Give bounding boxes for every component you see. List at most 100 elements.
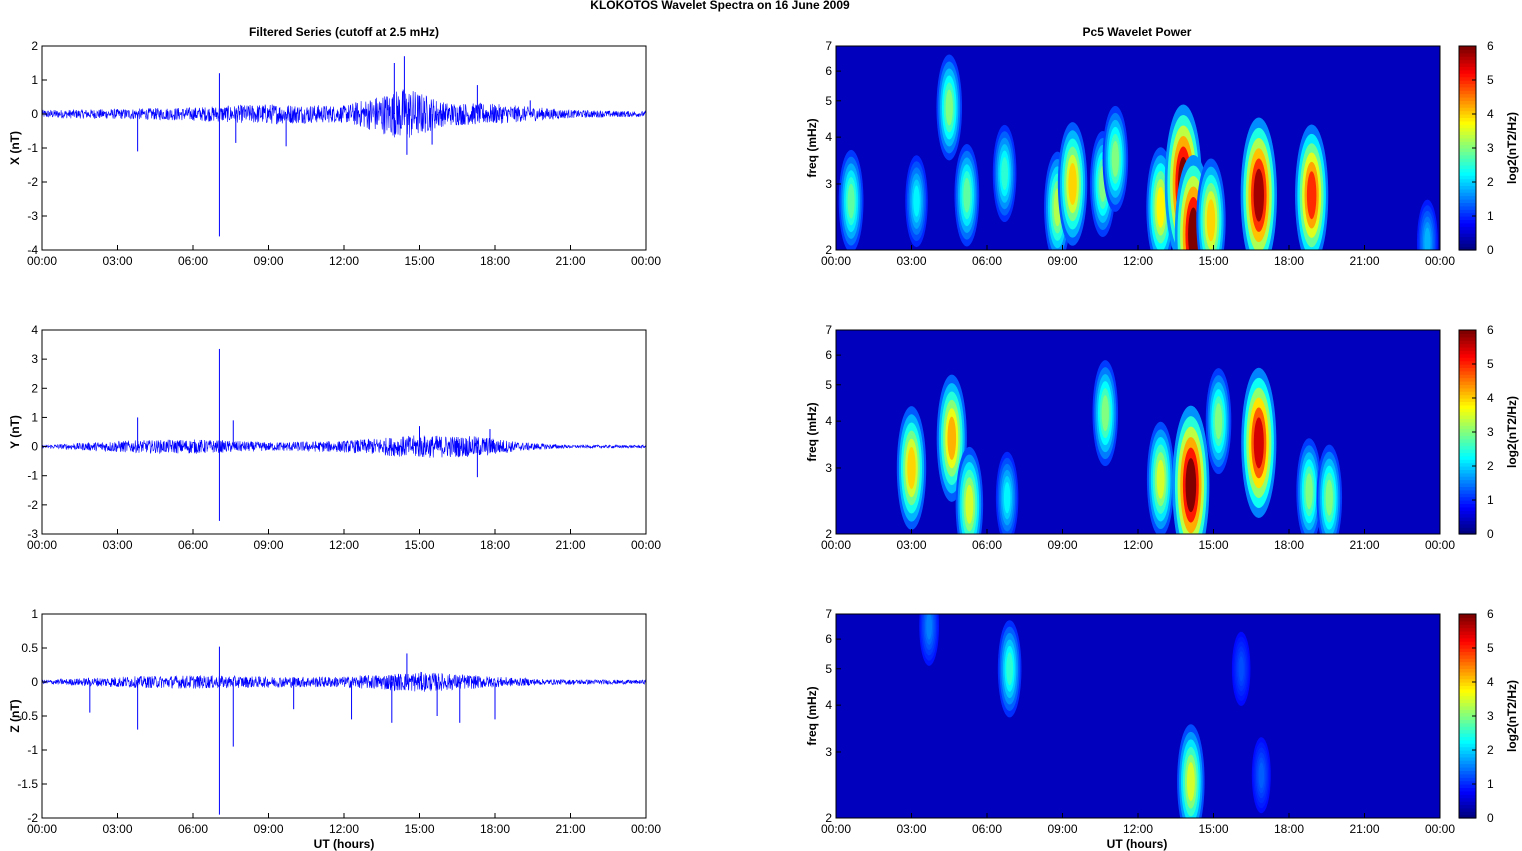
x-tick-label: 03:00 [102,254,132,268]
y-tick-label: 7 [825,607,832,621]
colorbar-segment [1459,804,1476,809]
colorbar-segment [1459,688,1476,693]
y-tick-label: -0.5 [17,709,38,723]
colorbar-label: log2(nT2/Hz) [1505,112,1519,184]
x-tick-label: 06:00 [178,538,208,552]
x-tick-label: 18:00 [1274,822,1304,836]
colorbar-tick-label: 5 [1487,357,1494,371]
colorbar-segment [1459,134,1476,139]
power-blob-15 [1306,171,1317,220]
power-blob-2 [913,185,920,217]
colorbar-segment [1459,350,1476,355]
x-tick-label: 03:00 [896,538,926,552]
spectrum-panel-2: 7 6 5 4 3 2 freq (mHz) 6 5 4 3 2 1 0 log2(nT2/Hz) 00:00… [805,323,1519,552]
colorbar-segment [1459,408,1476,413]
colorbar-segment [1459,428,1476,433]
colorbar-segment [1459,347,1476,351]
x-tick-label: 03:00 [102,538,132,552]
colorbar-segment [1459,476,1476,481]
colorbar-segment [1459,165,1476,169]
y-tick-label: 2 [31,381,38,395]
colorbar-segment [1459,219,1476,224]
y-tick-label: 3 [825,177,832,191]
colorbar-segment [1459,709,1476,714]
colorbar-segment [1459,682,1476,686]
colorbar-segment [1459,387,1476,392]
y-tick-label: 4 [825,414,832,428]
colorbar-segment [1459,239,1476,244]
colorbar-segment [1459,418,1476,423]
colorbar-segment [1459,360,1476,365]
colorbar-tick-label: 4 [1487,391,1494,405]
colorbar-tick-label: 1 [1487,493,1494,507]
x-tick-label: 06:00 [178,822,208,836]
x-tick-label: 00:00 [631,822,661,836]
power-blob-6 [1156,459,1165,499]
suptitle: KLOKOTOS Wavelet Spectra on 16 June 2009 [590,0,850,12]
y-tick-label: -1 [27,743,38,757]
colorbar-segment [1459,73,1476,78]
colorbar-segment [1459,343,1476,348]
colorbar-segment [1459,705,1476,710]
y-tick-label: -3 [27,527,38,541]
colorbar-segment [1459,449,1476,453]
power-blob-1 [926,614,932,640]
signal-trace [41,89,647,138]
left-title: Filtered Series (cutoff at 2.5 mHz) [249,25,439,39]
x-tick-label: 21:00 [1349,822,1379,836]
colorbar-segment [1459,333,1476,338]
power-blobs [896,360,1343,534]
power-blob-7 [1185,458,1197,513]
x-tick-label: 12:00 [1123,254,1153,268]
colorbar-segment [1459,692,1476,697]
x-tick-label: 21:00 [555,822,585,836]
colorbar-segment [1459,801,1476,805]
colorbar-tick-label: 3 [1487,425,1494,439]
colorbar-segment [1459,469,1476,474]
y-axis-label: X (nT) [8,131,22,165]
colorbar-segment [1459,617,1476,622]
colorbar-segment [1459,527,1476,532]
colorbar-tick-label: 6 [1487,39,1494,53]
colorbar-segment [1459,513,1476,518]
colorbar-segment [1459,199,1476,203]
y-tick-label: 6 [825,632,832,646]
x-tick-label: 21:00 [1349,538,1379,552]
x-tick-label: 15:00 [404,254,434,268]
x-tick-label: 09:00 [253,538,283,552]
power-blob-4 [1238,656,1244,682]
series-panel-1: 2 1 0 -1 -2 -3 -4 X (nT) 00:00 03:00 06:00 09:00 12:… [8,39,661,268]
colorbar-segment [1459,384,1476,389]
colorbar-segment [1459,665,1476,669]
colorbar-segment [1459,243,1476,248]
colorbar-segment [1459,784,1476,788]
colorbar-segment [1459,421,1476,426]
colorbar-segment [1459,496,1476,501]
y-tick-label: 0.5 [21,641,38,655]
colorbar-segment [1459,438,1476,443]
colorbar-segment [1459,63,1476,67]
y-tick-label: 3 [825,461,832,475]
colorbar-segment [1459,777,1476,782]
colorbar-segment [1459,483,1476,487]
colorbar-segment [1459,736,1476,741]
power-blob-8 [1214,403,1223,440]
x-tick-label: 00:00 [27,254,57,268]
x-tick-label: 15:00 [1198,254,1228,268]
colorbar-segment [1459,76,1476,81]
colorbar-segment [1459,500,1476,504]
colorbar-segment [1459,459,1476,464]
colorbar-segment [1459,637,1476,642]
colorbar-segment [1459,124,1476,129]
spectrum-panel-1: 7 6 5 4 3 2 freq (mHz) 6 5 4 3 2 1 0 log2(nT2/Hz) 00:00… [805,39,1519,268]
y-tick-label: 3 [825,745,832,759]
signal-trace [41,671,647,692]
x-tick-label: 09:00 [253,254,283,268]
colorbar-segment [1459,415,1476,419]
colorbar-segment [1459,425,1476,430]
x-tick-label: 09:00 [253,822,283,836]
colorbar-segment [1459,716,1476,720]
x-tick-label: 18:00 [480,254,510,268]
power-blob-9 [1111,140,1119,177]
colorbar-segment [1459,685,1476,690]
